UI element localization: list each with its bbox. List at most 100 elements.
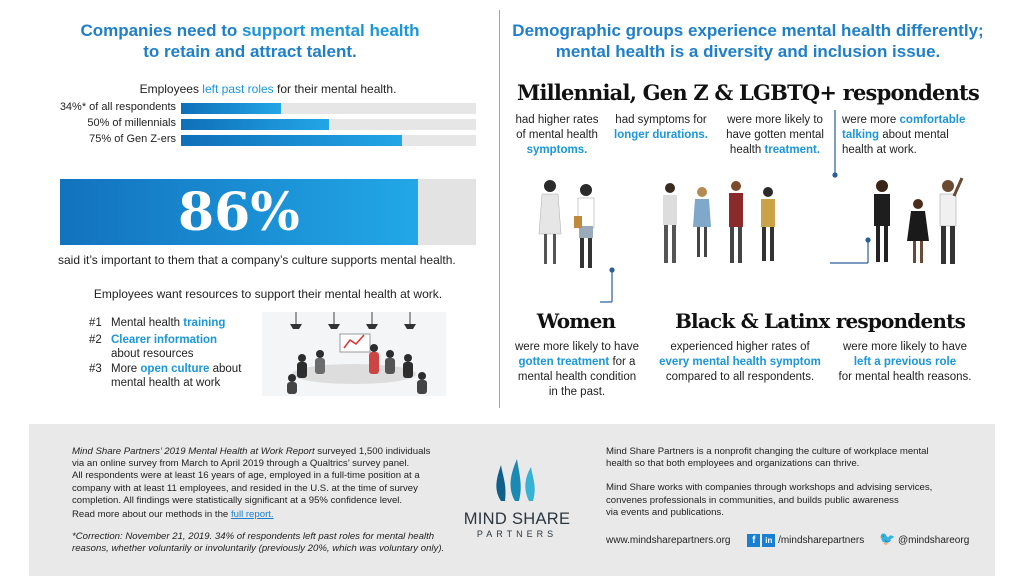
method-line-1: surveyed 1,500 individuals — [314, 446, 431, 457]
col1-highlight: symptoms. — [526, 144, 588, 156]
big-stat-number: 86% — [177, 181, 300, 243]
col3-line-1: were more likely to — [727, 114, 823, 126]
about-text: Mind Share Partners is a nonprofit chang… — [606, 446, 976, 519]
method-line-2: via an online survey from March to April… — [72, 458, 410, 470]
contact-row: www.mindsharepartners.org f in /mindshare… — [606, 531, 969, 547]
rank-text: More — [111, 363, 141, 375]
connector-lines — [600, 110, 871, 303]
about-line-2: health so that both employees and organi… — [606, 458, 860, 470]
read-more-text: Read more about our methods in the — [72, 509, 231, 521]
col4-line-2: about mental — [879, 129, 949, 141]
black2-line-1: were more likely to have — [843, 341, 967, 353]
black-latinx-text-1: experienced higher rates of every mental… — [650, 340, 830, 385]
bar-fill — [181, 103, 282, 114]
col1-line-1: had higher rates — [515, 114, 599, 126]
resources-heading: Employees want resources to support thei… — [93, 287, 443, 301]
black-latinx-heading: Black & Latinx respondents — [674, 309, 966, 333]
methodology-text: Mind Share Partners’ 2019 Mental Health … — [72, 446, 452, 556]
left-roles-heading: Employees left past roles for their ment… — [60, 82, 476, 97]
bar-label: 50% of millennials — [87, 117, 176, 129]
rank-highlight: training — [183, 317, 226, 329]
rank-text-line-2: about resources — [111, 348, 194, 360]
black1-line-1: experienced higher rates of — [670, 341, 810, 353]
bar-track — [181, 135, 476, 146]
logo-text-1: MIND SHARE — [463, 510, 571, 528]
resource-rank: #2 Clearer information about resources — [89, 333, 259, 361]
col4-line-1: were more — [842, 114, 900, 126]
millennial-heading: Millennial, Gen Z & LGBTQ+ respondents — [517, 80, 980, 105]
bar-track — [181, 103, 476, 114]
women-line-4: in the past. — [548, 386, 606, 398]
left-roles-text-a: Employees — [139, 82, 203, 96]
method-line-3: All respondents were at least 16 years o… — [72, 470, 420, 482]
rank-highlight: Clearer information — [111, 334, 218, 346]
women-text: were more likely to have gotten treatmen… — [502, 340, 652, 400]
report-title: Mind Share Partners’ 2019 Mental Health … — [72, 446, 315, 457]
social-handle[interactable]: /mindsharepartners — [778, 535, 865, 546]
meeting-illustration — [262, 312, 446, 396]
millennial-col-2: had symptoms for longer durations. — [609, 113, 713, 143]
big-stat-fill: 86% — [60, 179, 418, 245]
facebook-icon[interactable]: f — [747, 533, 762, 547]
left-roles-highlight: left past roles — [202, 82, 274, 96]
black-latinx-text-2: were more likely to have left a previous… — [830, 340, 980, 385]
full-report-link[interactable]: full report. — [230, 509, 274, 521]
col3-line-3: health — [729, 144, 765, 156]
logo-flame-icon — [496, 459, 535, 501]
col1-line-2: of mental health — [516, 129, 598, 141]
about-line-3: Mind Share works with companies through … — [606, 482, 933, 494]
method-line-5: completion. All findings were statistica… — [72, 494, 403, 506]
right-title-line-2: mental health is a diversity and inclusi… — [555, 42, 941, 61]
women-line-3: mental health condition — [517, 371, 637, 383]
title-highlight: support mental health — [241, 21, 420, 40]
rank-number: #1 — [89, 317, 102, 329]
black2-line-3: for mental health reasons. — [838, 371, 972, 383]
right-title-line-1: Demographic groups experience mental hea… — [512, 21, 984, 40]
rank-text-line-2: mental health at work — [111, 377, 221, 389]
twitter-icon[interactable]: 🐦 — [879, 531, 896, 546]
women-line-2: for a — [609, 356, 636, 368]
big-stat-caption: said it’s important to them that a compa… — [58, 253, 456, 267]
millennial-col-4: were more comfortable talking about ment… — [842, 113, 982, 158]
column-divider — [499, 10, 500, 408]
title-line-2: to retain and attract talent. — [143, 42, 357, 61]
col2-highlight: longer durations. — [614, 129, 708, 141]
rank-text-tail: about — [209, 363, 242, 375]
rank-text: Mental health — [111, 317, 184, 329]
rank-highlight: open culture — [140, 363, 210, 375]
about-line-1: Mind Share Partners is a nonprofit chang… — [606, 446, 929, 457]
correction-line-1: *Correction: November 21, 2019. 34% of r… — [72, 531, 435, 543]
col2-line-1: had symptoms for — [615, 114, 707, 126]
logo-text-2: PARTNERS — [476, 529, 558, 539]
millennial-col-3: were more likely to have gotten mental h… — [715, 113, 835, 158]
women-line-1: were more likely to have — [515, 341, 639, 353]
mind-share-logo[interactable]: MIND SHARE PARTNERS — [458, 455, 576, 540]
col4-line-3: health at work. — [842, 144, 917, 156]
black1-line-3: compared to all respondents. — [665, 371, 815, 383]
col4-highlight-1: comfortable — [899, 114, 966, 126]
black1-highlight: every mental health symptom — [659, 356, 821, 368]
bar-fill — [181, 119, 329, 130]
resource-rank: #3 More open culture about mental health a… — [89, 362, 259, 390]
website-link[interactable]: www.mindsharepartners.org — [606, 535, 731, 546]
rank-number: #3 — [89, 363, 102, 375]
left-roles-text-c: for their mental health. — [273, 82, 397, 96]
millennial-col-1: had higher rates of mental health sympto… — [506, 113, 608, 158]
big-stat-bar: 86% — [60, 179, 476, 245]
women-heading: Women — [536, 309, 616, 333]
bar-label: 34%* of all respondents — [59, 101, 176, 113]
col4-highlight-2: talking — [842, 129, 880, 141]
correction-line-2: reasons, whether voluntarily or involunt… — [72, 543, 445, 555]
people-illustration — [538, 177, 964, 268]
bar-label: 75% of Gen Z-ers — [89, 133, 176, 145]
bar-fill — [181, 135, 403, 146]
black2-highlight: left a previous role — [853, 356, 957, 368]
left-title: Companies need to support mental health … — [60, 20, 440, 62]
about-line-5: via events and publications. — [606, 506, 724, 518]
women-highlight: gotten treatment — [518, 356, 610, 368]
right-title: Demographic groups experience mental hea… — [508, 20, 988, 62]
footer — [29, 424, 995, 576]
linkedin-icon[interactable]: in — [762, 533, 776, 547]
rank-number: #2 — [89, 334, 102, 346]
twitter-handle[interactable]: @mindshareorg — [897, 535, 970, 546]
